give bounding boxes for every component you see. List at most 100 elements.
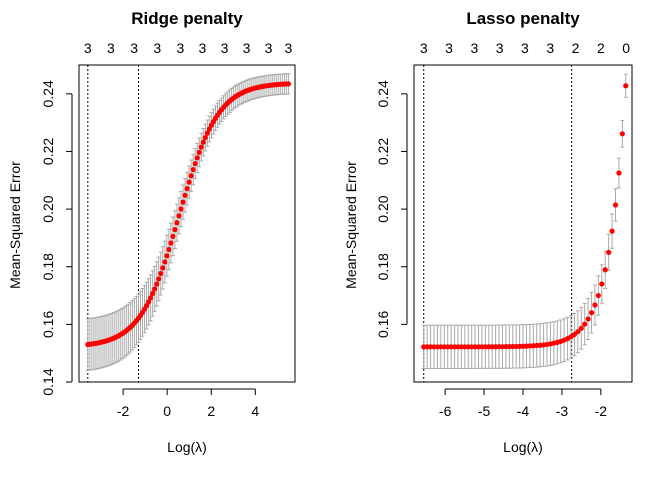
ridge-y-tick-label: 0.24 bbox=[40, 80, 56, 107]
lasso-x-axis: -6 -5 -4 -3 -2 bbox=[439, 388, 608, 419]
lasso-y-tick-label: 0.20 bbox=[375, 195, 391, 222]
ridge-x-tick-label: 2 bbox=[207, 403, 215, 419]
ridge-top-label: 3 bbox=[130, 40, 138, 56]
ridge-point bbox=[170, 233, 176, 239]
ridge-y-tick-label: 0.14 bbox=[40, 368, 56, 395]
ridge-points bbox=[85, 81, 291, 348]
ridge-title: Ridge penalty bbox=[131, 9, 243, 28]
ridge-point bbox=[186, 179, 192, 185]
lasso-point bbox=[588, 310, 595, 316]
ridge-x-axis: -2 0 2 4 bbox=[117, 388, 259, 419]
lasso-top-label: 2 bbox=[597, 40, 605, 56]
lasso-x-label: Log(λ) bbox=[503, 439, 543, 455]
lasso-y-tick-label: 0.18 bbox=[375, 253, 391, 280]
ridge-point bbox=[154, 281, 160, 287]
ridge-point bbox=[160, 265, 166, 271]
lasso-y-label: Mean-Squared Error bbox=[343, 161, 359, 289]
lasso-point bbox=[623, 83, 629, 89]
lasso-top-label: 3 bbox=[496, 40, 504, 56]
lasso-point bbox=[582, 321, 588, 327]
lasso-point bbox=[619, 131, 625, 137]
ridge-point bbox=[188, 173, 194, 179]
ridge-panel: Ridge penalty -2 0 2 4 0.14 0.16 0.18 0.20 0.22… bbox=[7, 9, 296, 455]
ridge-y-axis: 0.14 0.16 0.18 0.20 0.22 0.24 bbox=[40, 80, 73, 396]
ridge-point bbox=[176, 213, 182, 219]
ridge-point bbox=[174, 220, 180, 226]
ridge-top-label: 3 bbox=[199, 40, 207, 56]
ridge-top-label: 3 bbox=[284, 40, 292, 56]
ridge-point bbox=[148, 295, 154, 301]
ridge-x-tick-label: 4 bbox=[251, 403, 259, 419]
lasso-panel: Lasso penalty -6 -5 -4 -3 -2 0.16 0.18 0.20 0.2… bbox=[343, 9, 633, 455]
lasso-y-tick-label: 0.22 bbox=[375, 138, 391, 165]
lasso-top-label: 3 bbox=[546, 40, 554, 56]
ridge-point bbox=[190, 166, 196, 173]
lasso-y-tick-label: 0.24 bbox=[375, 80, 391, 107]
ridge-point bbox=[164, 253, 170, 259]
lasso-top-label: 3 bbox=[420, 40, 428, 56]
ridge-top-label: 3 bbox=[176, 40, 184, 56]
ridge-point bbox=[178, 206, 184, 212]
lasso-title: Lasso penalty bbox=[466, 9, 580, 28]
lasso-top-label: 0 bbox=[622, 40, 630, 56]
lasso-x-tick-label: -5 bbox=[478, 403, 491, 419]
lasso-y-axis: 0.16 0.18 0.20 0.22 0.24 bbox=[375, 80, 408, 338]
lasso-top-label: 3 bbox=[445, 40, 453, 56]
ridge-point bbox=[158, 270, 164, 277]
ridge-point bbox=[184, 186, 190, 192]
lasso-point bbox=[602, 267, 608, 273]
ridge-point bbox=[202, 134, 208, 141]
ridge-point bbox=[145, 299, 152, 305]
lasso-x-tick-label: -4 bbox=[517, 403, 530, 419]
ridge-point bbox=[285, 81, 291, 87]
ridge-point bbox=[192, 160, 198, 167]
lasso-point bbox=[592, 302, 598, 308]
lasso-point bbox=[585, 316, 591, 322]
ridge-point bbox=[150, 290, 156, 297]
ridge-point bbox=[194, 155, 200, 161]
ridge-x-tick-label: -2 bbox=[117, 403, 130, 419]
ridge-y-label: Mean-Squared Error bbox=[7, 161, 23, 289]
ridge-plot-box bbox=[78, 64, 296, 383]
lasso-point bbox=[595, 292, 601, 299]
lasso-error-bars bbox=[421, 73, 628, 369]
ridge-point bbox=[206, 126, 212, 132]
ridge-x-label: Log(λ) bbox=[167, 439, 207, 455]
lasso-top-label: 3 bbox=[521, 40, 529, 56]
ridge-point bbox=[200, 139, 206, 145]
ridge-y-tick-label: 0.18 bbox=[40, 253, 56, 280]
ridge-point bbox=[196, 149, 202, 155]
ridge-point bbox=[166, 246, 172, 253]
lasso-point bbox=[599, 281, 605, 287]
ridge-point bbox=[180, 199, 186, 205]
ridge-point bbox=[182, 192, 188, 198]
ridge-point bbox=[204, 130, 210, 136]
lasso-top-label: 3 bbox=[470, 40, 478, 56]
ridge-y-tick-label: 0.22 bbox=[40, 138, 56, 165]
ridge-point bbox=[156, 276, 162, 282]
lasso-point bbox=[606, 249, 612, 256]
ridge-point bbox=[152, 286, 158, 292]
ridge-y-tick-label: 0.20 bbox=[40, 195, 56, 222]
ridge-top-label: 3 bbox=[153, 40, 161, 56]
ridge-top-label: 3 bbox=[243, 40, 251, 56]
ridge-top-label: 3 bbox=[265, 40, 273, 56]
lasso-vlines bbox=[423, 65, 573, 382]
ridge-error-bars bbox=[85, 73, 291, 371]
lasso-point bbox=[616, 170, 622, 176]
lasso-point bbox=[575, 329, 581, 335]
lasso-x-tick-label: -2 bbox=[595, 403, 608, 419]
lasso-x-tick-label: -3 bbox=[556, 403, 569, 419]
lasso-plot-box bbox=[413, 64, 633, 383]
lasso-point bbox=[612, 202, 619, 208]
lasso-top-label: 2 bbox=[572, 40, 580, 56]
ridge-point bbox=[172, 227, 178, 233]
lasso-top-axis: 3 3 3 3 3 3 2 2 0 bbox=[420, 40, 630, 56]
lasso-x-tick-label: -6 bbox=[439, 403, 452, 419]
lasso-point bbox=[578, 325, 584, 331]
ridge-x-tick-label: 0 bbox=[163, 403, 171, 419]
ridge-top-label: 3 bbox=[84, 40, 92, 56]
lasso-point bbox=[609, 228, 615, 234]
